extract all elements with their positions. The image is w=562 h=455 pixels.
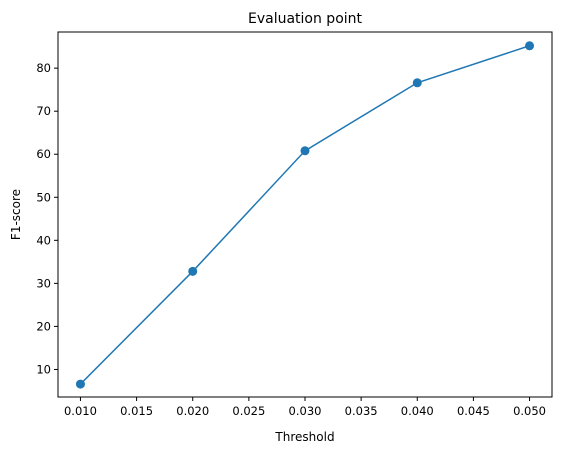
y-axis: 10 20 30 40 50 60 70 80 (36, 61, 58, 376)
y-tick-label: 10 (36, 362, 51, 376)
x-axis-label: Threshold (274, 430, 334, 444)
x-tick-label: 0.050 (513, 404, 546, 418)
y-tick-label: 40 (36, 233, 51, 247)
y-tick-label: 80 (36, 61, 51, 75)
x-tick-label: 0.020 (176, 404, 209, 418)
x-axis: 0.010 0.015 0.020 0.025 0.030 0.035 0.040 0.045… (64, 397, 546, 418)
plot-frame (57, 31, 553, 398)
y-tick-label: 70 (36, 104, 51, 118)
x-tick-label: 0.040 (401, 404, 434, 418)
series-line (79, 45, 530, 385)
y-axis-label: F1-score (9, 189, 23, 240)
data-point (412, 78, 422, 88)
y-tick-label: 30 (36, 276, 51, 290)
x-tick-label: 0.025 (232, 404, 265, 418)
y-tick-label: 50 (36, 190, 51, 204)
series-group (75, 41, 535, 389)
plot-area (57, 31, 553, 398)
x-tick-label: 0.045 (457, 404, 490, 418)
y-tick-label: 20 (36, 319, 51, 333)
x-tick-label: 0.030 (289, 404, 322, 418)
data-point (75, 379, 85, 389)
chart-title: Evaluation point (248, 11, 363, 27)
x-tick-label: 0.010 (64, 404, 97, 418)
data-point (525, 41, 535, 51)
data-point (188, 266, 198, 276)
data-point (300, 146, 310, 156)
x-tick-label: 0.015 (120, 404, 153, 418)
x-tick-label: 0.035 (345, 404, 378, 418)
y-tick-label: 60 (36, 147, 51, 161)
